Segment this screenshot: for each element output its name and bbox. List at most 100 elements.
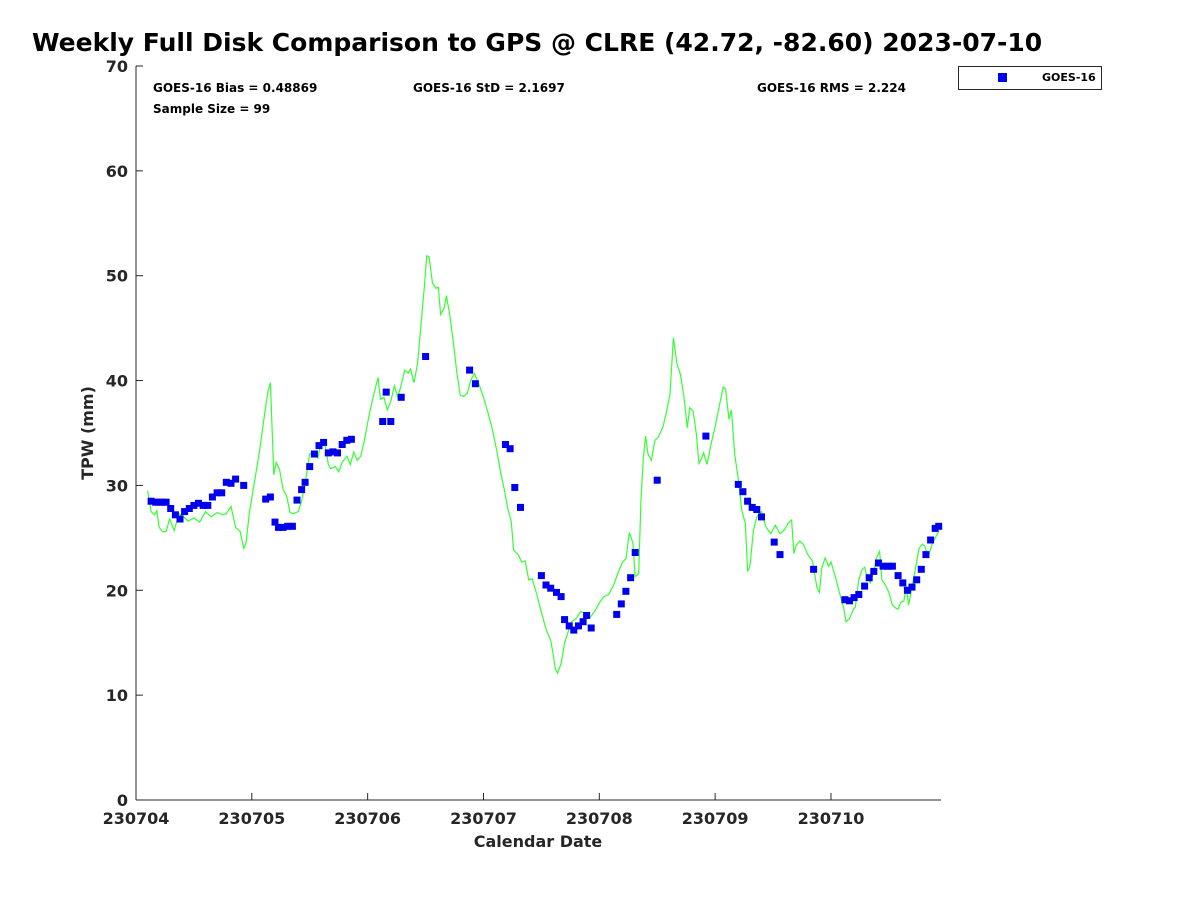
goes16-point [913,576,921,584]
goes16-point [320,438,328,446]
goes16-point [744,497,752,505]
goes16-point [922,551,930,559]
x-tick-label: 230710 [798,809,865,828]
legend-marker [998,73,1007,82]
goes16-point [702,432,710,440]
sample-size-stat: Sample Size = 99 [153,102,270,116]
y-ticks: 0 10 20 30 40 50 60 70 [106,57,143,810]
goes16-point [734,480,742,488]
goes16-point [884,562,892,570]
goes16-point [315,442,323,450]
goes16-point [382,388,390,396]
goes16-point [542,581,550,589]
goes16-point [627,574,635,582]
goes16-point [306,463,314,471]
goes16-point [162,498,170,506]
goes16-point [298,486,306,494]
goes16-point [506,445,514,453]
goes16-point [293,496,301,504]
legend: GOES-16 [958,66,1102,90]
goes16-point [232,475,240,483]
goes16-point [471,380,479,388]
goes16-point [622,587,630,595]
goes16-point [517,503,524,511]
goes16-point [227,479,235,487]
goes16-point [301,478,309,486]
goes16-point [841,596,849,604]
goes16-point [927,536,935,544]
std-stat: GOES-16 StD = 2.1697 [413,81,565,95]
rms-stat: GOES-16 RMS = 2.224 [757,81,906,95]
y-tick-label: 30 [106,476,128,495]
goes16-point [917,565,925,573]
goes16-point [185,505,193,512]
goes16-point [167,505,175,512]
goes16-point [575,622,582,630]
goes16-point [275,523,282,531]
goes16-point [758,513,765,521]
goes16-point [288,522,296,530]
goes16-point [899,579,907,587]
goes16-point [379,418,387,425]
goes16-point [553,588,560,596]
goes16-point [547,584,555,592]
y-tick-label: 10 [106,686,128,705]
goes16-point [908,583,916,591]
goes16-point [334,449,341,457]
goes16-point [557,593,565,601]
goes16-point [739,488,747,496]
goes16-point [561,616,569,624]
x-ticks: 230704 230705 230706 230707 230708 230709 2307… [103,793,865,828]
goes16-point [888,562,896,570]
goes16-point [810,565,818,573]
goes16-point [617,600,625,608]
y-tick-label: 20 [106,581,128,600]
goes16-point [387,418,395,425]
x-axis-label: Calendar Date [474,832,603,851]
goes16-point [570,626,578,634]
goes16-point [903,586,911,594]
gps-series-line [147,254,940,675]
goes16-point [190,501,198,509]
goes16-point [397,393,405,401]
goes16-point [770,538,778,546]
goes16-point [511,484,519,491]
goes16-point [653,476,661,484]
goes16-point [181,508,189,516]
goes16-point [875,559,882,567]
goes16-point [565,622,573,630]
goes16-point [338,441,346,448]
y-tick-label: 50 [106,267,128,286]
legend-label: GOES-16 [1042,71,1096,84]
x-tick-label: 230709 [682,809,749,828]
goes16-point [613,610,621,618]
goes16-point [861,582,869,590]
goes16-point [850,594,858,602]
goes16-point [310,450,318,458]
goes16-point [199,501,207,509]
x-tick-label: 230707 [450,809,517,828]
goes16-point [855,591,863,598]
bias-stat: GOES-16 Bias = 0.48869 [153,81,317,95]
x-tick-label: 230706 [334,809,401,828]
y-axis-label: TPW (mm) [78,386,97,480]
goes16-point [324,449,332,457]
y-tick-label: 70 [106,57,128,76]
goes16-point [204,501,212,509]
goes16-point [583,612,591,619]
goes16-point [865,574,873,582]
goes16-point [870,567,878,575]
goes16-point [147,497,155,505]
goes16-point [195,499,202,507]
x-tick-label: 230708 [566,809,633,828]
goes16-point [266,493,274,501]
goes16-point [271,518,279,526]
y-tick-label: 60 [106,162,128,181]
goes16-point [171,511,179,519]
goes16-point [631,549,639,556]
goes16-point [208,493,216,501]
goes16-point [935,522,943,530]
goes16-point [753,506,761,513]
goes16-point [748,503,756,511]
